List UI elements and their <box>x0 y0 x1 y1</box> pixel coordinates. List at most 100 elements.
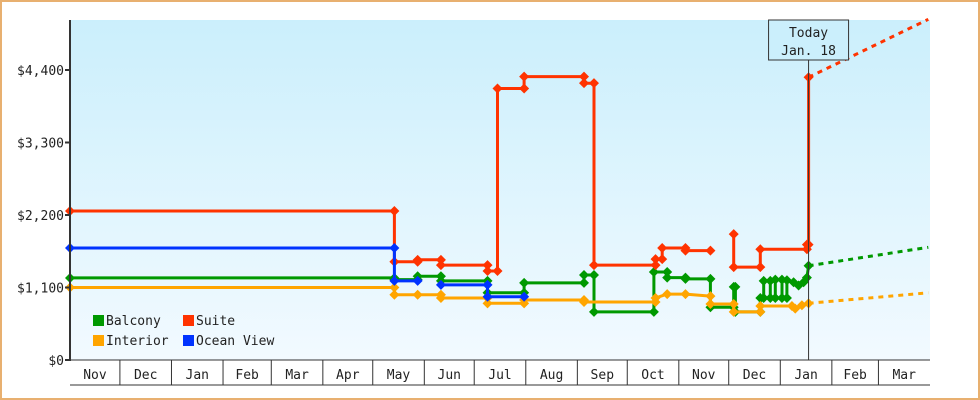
data-point[interactable] <box>579 269 590 280</box>
data-point[interactable] <box>650 260 661 271</box>
data-point[interactable] <box>588 306 599 317</box>
data-point[interactable] <box>435 279 446 290</box>
data-point[interactable] <box>579 277 590 288</box>
data-point[interactable] <box>492 83 503 94</box>
data-point[interactable] <box>650 293 661 304</box>
x-month-label: Nov <box>692 368 716 383</box>
data-point[interactable] <box>770 293 781 304</box>
data-point[interactable] <box>758 293 769 304</box>
legend-swatch <box>93 335 104 346</box>
data-point[interactable] <box>728 262 739 273</box>
y-tick-label: $2,200 <box>17 209 64 224</box>
data-point[interactable] <box>389 275 400 286</box>
x-month-label: Jan <box>794 368 817 383</box>
series-line <box>440 283 525 299</box>
x-month-label: Jul <box>488 368 511 383</box>
data-point[interactable] <box>648 267 659 278</box>
data-point[interactable] <box>412 275 423 286</box>
series-interior <box>65 282 929 317</box>
x-month-label: Oct <box>641 368 664 383</box>
legend: Balcony Suite Interior Ocean View <box>93 314 274 349</box>
y-tick-label: $4,400 <box>17 64 64 79</box>
data-point[interactable] <box>389 289 400 300</box>
data-point[interactable] <box>579 297 590 307</box>
data-point[interactable] <box>412 289 423 300</box>
data-point[interactable] <box>755 300 766 311</box>
data-point[interactable] <box>519 71 530 82</box>
data-point[interactable] <box>482 260 493 271</box>
data-point[interactable] <box>657 242 668 253</box>
data-point[interactable] <box>662 267 673 278</box>
data-point[interactable] <box>519 277 530 288</box>
data-point[interactable] <box>492 266 503 277</box>
data-point[interactable] <box>705 273 716 284</box>
data-point[interactable] <box>662 272 673 283</box>
data-point[interactable] <box>705 245 716 256</box>
data-point[interactable] <box>755 244 766 255</box>
x-month-label: Mar <box>285 368 309 383</box>
legend-swatch <box>93 315 104 326</box>
data-point[interactable] <box>579 78 590 89</box>
series-line <box>70 246 418 283</box>
legend-item[interactable]: Interior <box>93 334 169 349</box>
data-point[interactable] <box>662 289 673 300</box>
data-point[interactable] <box>755 306 766 317</box>
data-point[interactable] <box>758 275 769 286</box>
data-point[interactable] <box>482 291 493 302</box>
data-point[interactable] <box>519 83 530 94</box>
data-point[interactable] <box>650 254 661 265</box>
x-month-label: Jun <box>438 368 461 383</box>
data-point[interactable] <box>728 298 739 309</box>
today-box <box>768 19 850 61</box>
today-label: Today <box>789 26 828 41</box>
data-point[interactable] <box>728 229 739 240</box>
x-month-label: Apr <box>336 368 360 383</box>
data-point[interactable] <box>435 254 446 265</box>
x-month-label: Nov <box>83 368 107 383</box>
data-point[interactable] <box>680 245 691 256</box>
data-point[interactable] <box>781 293 792 304</box>
data-point[interactable] <box>648 306 659 317</box>
legend-item[interactable]: Balcony <box>93 314 161 329</box>
data-point[interactable] <box>680 273 691 284</box>
projection-line <box>808 245 929 268</box>
x-month-label: Feb <box>235 368 259 383</box>
data-point[interactable] <box>482 266 493 277</box>
data-point[interactable] <box>579 71 590 82</box>
data-point[interactable] <box>730 281 741 292</box>
legend-item[interactable]: Suite <box>183 314 235 329</box>
projection-line <box>808 291 929 305</box>
data-point[interactable] <box>519 291 530 302</box>
data-point[interactable] <box>435 293 446 304</box>
legend-label: Interior <box>106 334 169 349</box>
data-point[interactable] <box>482 298 493 309</box>
data-point[interactable] <box>412 254 423 265</box>
x-month-label: May <box>387 368 411 383</box>
data-point[interactable] <box>770 274 781 285</box>
legend-item[interactable]: Ocean View <box>183 334 274 349</box>
data-point[interactable] <box>657 254 668 265</box>
data-point[interactable] <box>588 260 599 271</box>
data-point[interactable] <box>435 260 446 271</box>
y-tick-label: $3,300 <box>17 137 64 152</box>
x-month-label: Feb <box>843 368 867 383</box>
data-point[interactable] <box>389 242 400 253</box>
data-point[interactable] <box>389 206 400 217</box>
data-point[interactable] <box>728 306 739 317</box>
data-point[interactable] <box>680 289 691 300</box>
data-point[interactable] <box>755 262 766 273</box>
x-month-label: Jan <box>186 368 209 383</box>
legend-label: Balcony <box>106 314 161 329</box>
data-point[interactable] <box>588 269 599 280</box>
data-point[interactable] <box>801 272 812 283</box>
data-point[interactable] <box>705 291 716 302</box>
legend-swatch <box>183 315 194 326</box>
y-tick-label: $1,100 <box>17 282 64 297</box>
x-month-label: Mar <box>892 368 916 383</box>
series-suite <box>65 17 929 277</box>
data-point[interactable] <box>482 279 493 290</box>
data-point[interactable] <box>389 282 400 293</box>
data-point[interactable] <box>588 78 599 89</box>
data-point[interactable] <box>705 298 716 309</box>
series-ocean-view <box>65 242 530 302</box>
